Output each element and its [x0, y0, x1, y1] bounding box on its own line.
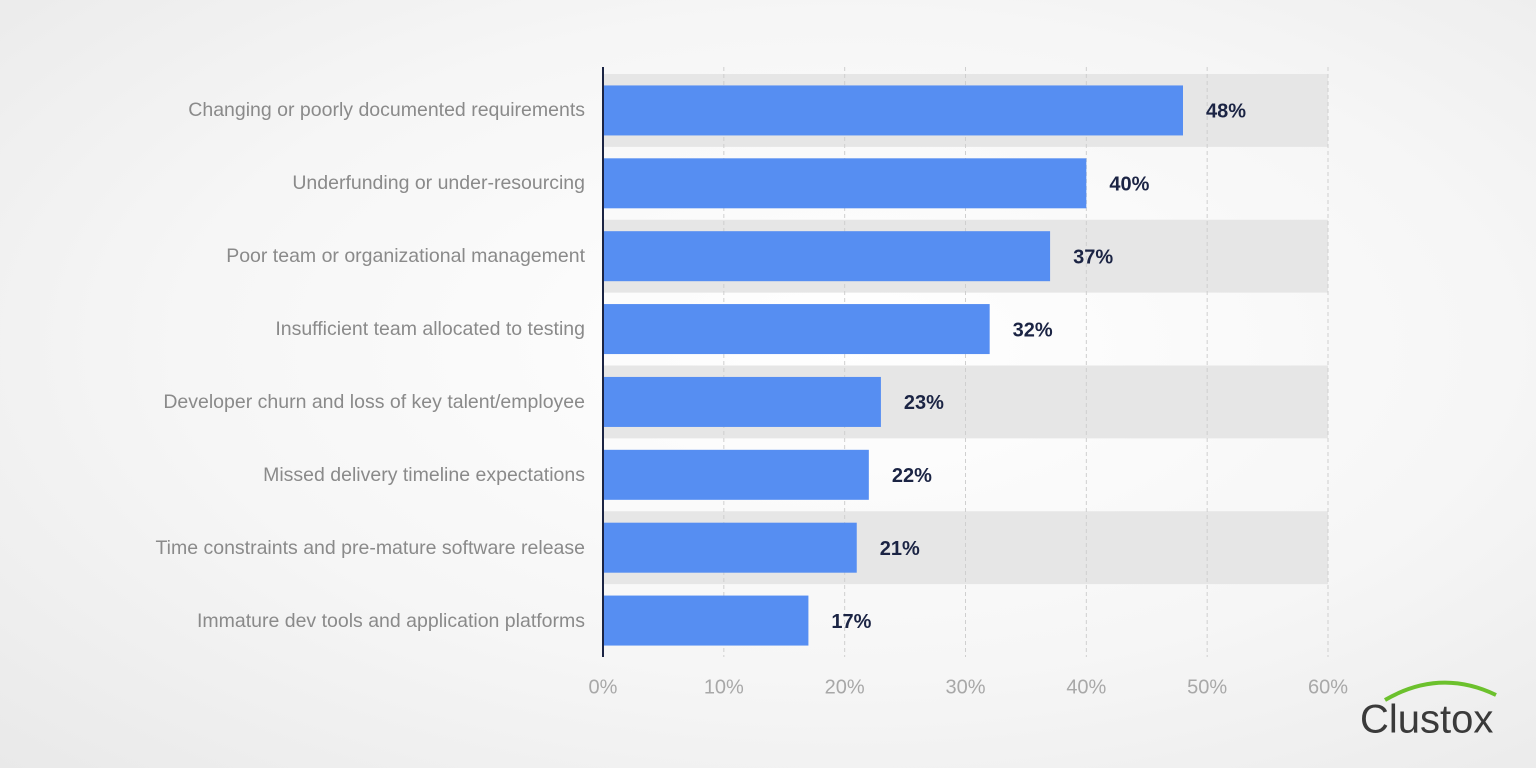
value-label: 23%: [904, 392, 944, 414]
value-label: 40%: [1109, 174, 1149, 196]
bar: [603, 376, 881, 427]
bar: [603, 231, 1051, 282]
y-tick-label: Insufficient team allocated to testing: [275, 318, 585, 341]
x-tick-label: 40%: [1066, 676, 1106, 698]
bar: [603, 85, 1183, 136]
value-label: 32%: [1013, 319, 1053, 341]
bar: [603, 449, 869, 500]
x-tick-label: 20%: [825, 676, 865, 698]
bar: [603, 522, 857, 573]
y-tick-label: Immature dev tools and application platf…: [196, 609, 585, 632]
value-label: 37%: [1073, 246, 1113, 268]
y-tick-label: Time constraints and pre-mature software…: [155, 536, 585, 559]
bar: [603, 158, 1087, 209]
value-label: 22%: [892, 465, 932, 487]
x-tick-label: 10%: [704, 676, 744, 698]
x-tick-label: 30%: [945, 676, 985, 698]
x-tick-label: 0%: [589, 676, 618, 698]
x-tick-label: 60%: [1308, 676, 1348, 698]
logo: Clustox: [1360, 698, 1493, 742]
value-label: 48%: [1206, 101, 1246, 123]
value-label: 17%: [831, 611, 871, 633]
bar: [603, 595, 809, 646]
value-label: 21%: [880, 538, 920, 560]
y-tick-label: Changing or poorly documented requiremen…: [188, 99, 585, 122]
y-tick-label: Missed delivery timeline expectations: [263, 463, 585, 486]
y-tick-label: Poor team or organizational management: [226, 245, 585, 268]
bar: [603, 304, 990, 355]
y-tick-label: Underfunding or under-resourcing: [292, 172, 585, 195]
x-tick-label: 50%: [1187, 676, 1227, 698]
y-tick-label: Developer churn and loss of key talent/e…: [163, 390, 585, 413]
logo-arc: [1383, 680, 1497, 702]
